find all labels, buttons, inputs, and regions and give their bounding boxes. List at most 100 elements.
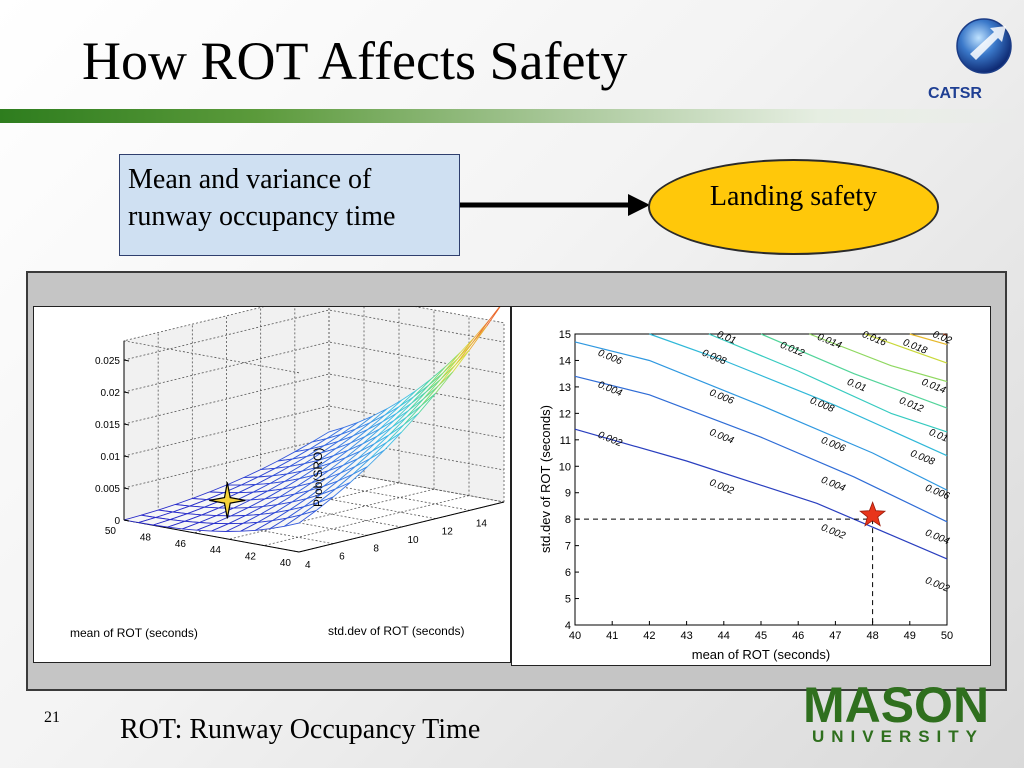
- z-tick-mark: [123, 487, 130, 490]
- contour-x-tick-label: 42: [643, 630, 655, 642]
- arrow-connector: [460, 194, 650, 216]
- mean-floor-gridline: [228, 488, 435, 540]
- university-wordmark: UNIVERSITY: [812, 727, 984, 746]
- surface-zlabel: Prob(SRO): [311, 448, 325, 507]
- surface-cell: [284, 510, 317, 527]
- mean-tick-label: 44: [210, 545, 222, 556]
- z-tick-mark: [123, 391, 130, 394]
- contour-x-tick-label: 44: [718, 630, 730, 642]
- oval-label: Landing safety: [709, 181, 878, 212]
- z-gridline: [123, 405, 505, 457]
- mean-floor-gridline: [263, 495, 470, 546]
- surface-ylabel: std.dev of ROT (seconds): [328, 624, 465, 638]
- surface-plot: 00.0050.010.0150.020.0254042444648504681…: [70, 307, 505, 640]
- mean-tick-label: 42: [245, 552, 257, 563]
- std-tick-label: 14: [476, 518, 488, 529]
- contour-line-0.016: [864, 333, 948, 364]
- surface-ticks: 00.0050.010.0150.020.0254042444648504681…: [95, 356, 488, 571]
- z-tick-label: 0.02: [101, 388, 121, 399]
- contour-ylabel: std.dev of ROT (seconds): [538, 405, 553, 553]
- landing-safety-oval: Landing safety: [648, 159, 939, 255]
- footer-text: ROT: Runway Occupancy Time: [120, 714, 481, 745]
- contour-y-tick-label: 14: [559, 355, 571, 367]
- contour-axes-box: [574, 333, 948, 626]
- std-axis-line: [298, 501, 505, 553]
- star-marker: [859, 501, 887, 527]
- contour-line-0.006: [574, 341, 948, 491]
- contour-x-tick-label: 50: [941, 630, 953, 642]
- contour-x-tick-label: 47: [829, 630, 841, 642]
- contour-reference-lines: [575, 518, 874, 625]
- contour-y-tick-label: 9: [565, 488, 571, 500]
- contour-x-tick-label: 41: [606, 630, 618, 642]
- contour-y-tick-label: 15: [559, 329, 571, 341]
- top-frame: [123, 307, 505, 374]
- z-gridline: [123, 469, 505, 521]
- contour-y-tick-label: 4: [565, 620, 571, 632]
- contour-x-tick-label: 43: [680, 630, 692, 642]
- contour-y-tick-label: 5: [565, 594, 571, 606]
- mean-tick-label: 46: [175, 539, 187, 550]
- std-tick-label: 4: [305, 560, 311, 571]
- contour-line-0.012: [760, 333, 948, 409]
- contour-y-tick-label: 13: [559, 382, 571, 394]
- mason-university-logo: MASON UNIVERSITY: [803, 680, 989, 746]
- mason-wordmark: MASON: [803, 680, 989, 733]
- mean-tick-label: 48: [140, 532, 152, 543]
- z-gridline: [123, 341, 505, 393]
- z-gridline: [123, 437, 505, 489]
- contour-y-tick-label: 6: [565, 567, 571, 579]
- contour-marker-icon: [859, 501, 887, 527]
- contour-y-tick-label: 10: [559, 461, 571, 473]
- surface-plot-panel: 0 0.005 0.01 0.015 0.02 0.025 40 42 44 46 48 50 4 6 8 1…: [33, 306, 511, 663]
- contour-plot-panel: 0.002 0.002 0.002 0.002 0.004 0.004 0.004 0.004…: [511, 306, 991, 666]
- surface-xlabel: mean of ROT (seconds): [70, 626, 198, 640]
- z-tick-label: 0.005: [95, 484, 120, 495]
- contour-x-tick-label: 49: [904, 630, 916, 642]
- rot-statistics-box: Mean and variance of runway occupancy ti…: [119, 154, 460, 256]
- contour-y-tick-label: 12: [559, 408, 571, 420]
- z-tick-mark: [123, 423, 130, 426]
- box-line-1: Mean and variance of: [128, 164, 372, 195]
- slide-number: 21: [44, 709, 60, 726]
- title-underline-bar: [0, 109, 1024, 123]
- contour-y-tick-label: 7: [565, 541, 571, 553]
- z-tick-label: 0.025: [95, 356, 120, 367]
- catsr-logo: CATSR: [928, 18, 1012, 102]
- z-tick-mark: [123, 519, 130, 522]
- mean-tick-label: 40: [280, 558, 292, 569]
- contour-line-0.018: [909, 333, 948, 346]
- contour-y-tick-label: 8: [565, 514, 571, 526]
- contour-plot: 0.0020.0020.0020.0020.0040.0040.0040.004…: [538, 329, 954, 662]
- contour-line-0.01: [708, 333, 948, 433]
- contour-line-0.008: [649, 333, 948, 457]
- std-tick-label: 10: [408, 535, 420, 546]
- logo-text: CATSR: [928, 85, 982, 102]
- surface-marker-icon: [209, 482, 246, 519]
- slide-title: How ROT Affects Safety: [82, 31, 628, 91]
- mean-tick-label: 50: [105, 526, 117, 537]
- sparkle-marker: [209, 482, 246, 519]
- z-tick-label: 0: [114, 516, 120, 527]
- contour-line-0.02: [943, 333, 948, 336]
- contour-xlabel: mean of ROT (seconds): [692, 647, 830, 662]
- contour-line-0.014: [809, 333, 948, 383]
- contour-x-tick-label: 40: [569, 630, 581, 642]
- contour-line-0.002: [574, 428, 948, 560]
- contour-x-tick-label: 45: [755, 630, 767, 642]
- contour-line-0.004: [574, 375, 948, 523]
- z-tick-label: 0.015: [95, 420, 120, 431]
- contour-x-tick-label: 46: [792, 630, 804, 642]
- contour-lines: [574, 333, 948, 560]
- contour-x-tick-label: 48: [866, 630, 878, 642]
- z-gridline: [123, 373, 505, 425]
- contour-y-tick-label: 11: [560, 435, 571, 447]
- std-tick-label: 6: [339, 552, 345, 563]
- z-tick-mark: [123, 359, 130, 362]
- std-tick-label: 8: [373, 543, 379, 554]
- z-gridline: [123, 309, 505, 361]
- z-tick-label: 0.01: [101, 452, 121, 463]
- std-tick-label: 12: [442, 527, 454, 538]
- box-line-2: runway occupancy time: [128, 201, 396, 232]
- z-tick-mark: [123, 455, 130, 458]
